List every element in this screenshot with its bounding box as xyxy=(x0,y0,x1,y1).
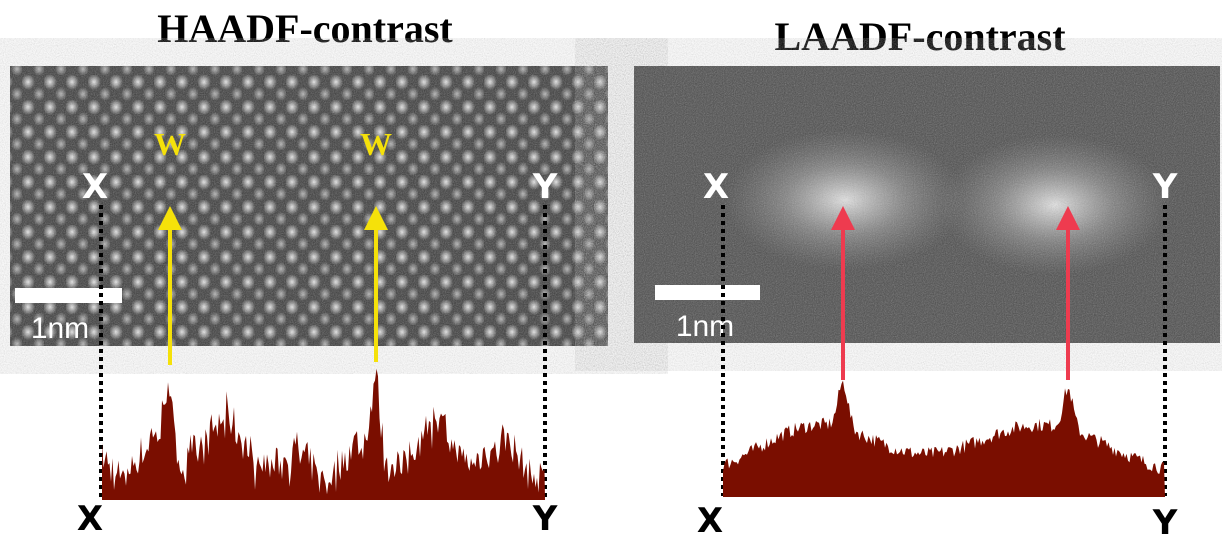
intensity-profile xyxy=(102,368,545,500)
line-start: X xyxy=(82,167,108,207)
scale-label: 1nm xyxy=(31,312,89,345)
panel-title: LAADF-contrast xyxy=(774,14,1066,59)
profile-start: X xyxy=(77,499,103,538)
line-end: Y xyxy=(532,167,558,207)
profile-end: Y xyxy=(1152,503,1178,538)
profile-start: X xyxy=(697,501,723,538)
line-end: Y xyxy=(1152,167,1178,207)
scale-bar xyxy=(15,288,122,303)
intensity-profile xyxy=(723,380,1165,497)
panel-title: HAADF-contrast xyxy=(157,6,453,51)
line-start: X xyxy=(703,167,729,207)
w-marker: W xyxy=(360,126,392,162)
profile-end: Y xyxy=(532,499,558,538)
scale-bar xyxy=(655,285,760,300)
scale-label: 1nm xyxy=(676,310,734,343)
w-marker: W xyxy=(154,126,186,162)
